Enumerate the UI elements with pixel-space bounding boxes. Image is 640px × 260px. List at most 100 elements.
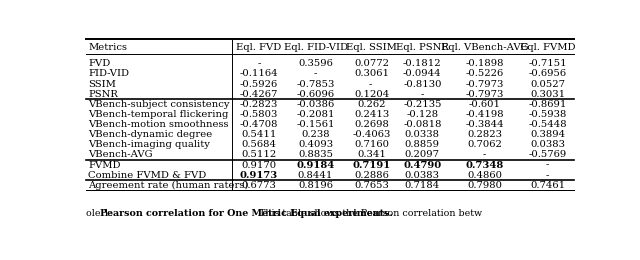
- Text: 0.4093: 0.4093: [298, 140, 333, 149]
- Text: Eql. FVMD: Eql. FVMD: [520, 43, 575, 52]
- Text: 0.7184: 0.7184: [404, 181, 440, 190]
- Text: PSNR: PSNR: [88, 90, 118, 99]
- Text: -: -: [546, 161, 549, 170]
- Text: -0.2135: -0.2135: [403, 100, 442, 109]
- Text: -0.0818: -0.0818: [403, 120, 442, 129]
- Text: 0.9173: 0.9173: [240, 171, 278, 180]
- Text: -0.7973: -0.7973: [465, 90, 504, 99]
- Text: -0.7151: -0.7151: [528, 59, 567, 68]
- Text: 0.238: 0.238: [301, 130, 330, 139]
- Text: 0.2698: 0.2698: [355, 120, 389, 129]
- Text: 0.2886: 0.2886: [355, 171, 389, 180]
- Text: 0.5411: 0.5411: [241, 130, 277, 139]
- Text: FID-VID: FID-VID: [88, 69, 129, 78]
- Text: -0.4267: -0.4267: [240, 90, 278, 99]
- Text: 0.7348: 0.7348: [465, 161, 504, 170]
- Text: 0.4860: 0.4860: [467, 171, 502, 180]
- Text: -: -: [483, 151, 486, 159]
- Text: 0.2097: 0.2097: [405, 151, 440, 159]
- Text: This table shows the Pearson correlation betw: This table shows the Pearson correlation…: [256, 209, 482, 218]
- Text: 0.0338: 0.0338: [405, 130, 440, 139]
- Text: 0.7062: 0.7062: [467, 140, 502, 149]
- Text: 0.7160: 0.7160: [355, 140, 389, 149]
- Text: VBench-temporal flickering: VBench-temporal flickering: [88, 110, 229, 119]
- Text: -0.128: -0.128: [406, 110, 438, 119]
- Text: -0.8130: -0.8130: [403, 80, 442, 88]
- Text: 0.4790: 0.4790: [403, 161, 442, 170]
- Text: -0.0944: -0.0944: [403, 69, 442, 78]
- Text: 0.0383: 0.0383: [405, 171, 440, 180]
- Text: VBench-subject consistency: VBench-subject consistency: [88, 100, 230, 109]
- Text: 0.7980: 0.7980: [467, 181, 502, 190]
- Text: -0.5803: -0.5803: [240, 110, 278, 119]
- Text: -0.2823: -0.2823: [240, 100, 278, 109]
- Text: 0.262: 0.262: [358, 100, 386, 109]
- Text: -0.1164: -0.1164: [240, 69, 278, 78]
- Text: -0.4198: -0.4198: [465, 110, 504, 119]
- Text: 0.2413: 0.2413: [355, 110, 390, 119]
- Text: 0.8441: 0.8441: [298, 171, 333, 180]
- Text: -0.1812: -0.1812: [403, 59, 442, 68]
- Text: -: -: [369, 80, 375, 88]
- Text: Metrics: Metrics: [88, 43, 127, 52]
- Text: -0.2081: -0.2081: [296, 110, 335, 119]
- Text: 0.0527: 0.0527: [530, 80, 565, 88]
- Text: -0.1898: -0.1898: [465, 59, 504, 68]
- Text: 0.9170: 0.9170: [241, 161, 276, 170]
- Text: Eql. PSNR: Eql. PSNR: [396, 43, 449, 52]
- Text: -: -: [420, 90, 424, 99]
- Text: 0.8196: 0.8196: [298, 181, 333, 190]
- Text: -0.5926: -0.5926: [240, 80, 278, 88]
- Text: 0.7653: 0.7653: [355, 181, 389, 190]
- Text: VBench-imaging quality: VBench-imaging quality: [88, 140, 211, 149]
- Text: -: -: [257, 59, 261, 68]
- Text: 0.9184: 0.9184: [296, 161, 335, 170]
- Text: VBench-motion smoothness: VBench-motion smoothness: [88, 120, 229, 129]
- Text: 0.7461: 0.7461: [530, 181, 565, 190]
- Text: 0.8835: 0.8835: [298, 151, 333, 159]
- Text: -0.6956: -0.6956: [529, 69, 566, 78]
- Text: FVD: FVD: [88, 59, 111, 68]
- Text: 0.5684: 0.5684: [242, 140, 276, 149]
- Text: 0.3061: 0.3061: [355, 69, 389, 78]
- Text: -0.601: -0.601: [468, 100, 500, 109]
- Text: VBench-AVG: VBench-AVG: [88, 151, 153, 159]
- Text: -0.5769: -0.5769: [529, 151, 566, 159]
- Text: -0.0386: -0.0386: [296, 100, 335, 109]
- Text: -0.4708: -0.4708: [240, 120, 278, 129]
- Text: -: -: [314, 69, 317, 78]
- Text: Eql. FID-VID: Eql. FID-VID: [284, 43, 348, 52]
- Text: Eql. FVD: Eql. FVD: [237, 43, 282, 52]
- Text: SSIM: SSIM: [88, 80, 116, 88]
- Text: -0.5226: -0.5226: [465, 69, 504, 78]
- Text: 0.5112: 0.5112: [241, 151, 276, 159]
- Text: 0.2823: 0.2823: [467, 130, 502, 139]
- Text: -0.7853: -0.7853: [296, 80, 335, 88]
- Text: 0.0383: 0.0383: [530, 140, 565, 149]
- Text: -0.6096: -0.6096: [296, 90, 335, 99]
- Text: -0.8691: -0.8691: [528, 100, 566, 109]
- Text: 0.6773: 0.6773: [242, 181, 276, 190]
- Text: 0.8859: 0.8859: [405, 140, 440, 149]
- Text: 0.0772: 0.0772: [355, 59, 389, 68]
- Text: VBench-dynamic degree: VBench-dynamic degree: [88, 130, 212, 139]
- Text: -0.4063: -0.4063: [353, 130, 391, 139]
- Text: Eql. VBench-AVG: Eql. VBench-AVG: [440, 43, 528, 52]
- Text: -0.1561: -0.1561: [296, 120, 335, 129]
- Text: 0.7191: 0.7191: [353, 161, 391, 170]
- Text: FVMD: FVMD: [88, 161, 121, 170]
- Text: Combine FVMD & FVD: Combine FVMD & FVD: [88, 171, 207, 180]
- Text: Agreement rate (human raters): Agreement rate (human raters): [88, 181, 249, 190]
- Text: -0.5938: -0.5938: [528, 110, 566, 119]
- Text: 0.341: 0.341: [358, 151, 387, 159]
- Text: 0.3031: 0.3031: [530, 90, 565, 99]
- Text: Eql. SSIM: Eql. SSIM: [346, 43, 397, 52]
- Text: -: -: [546, 171, 549, 180]
- Text: ole 1:: ole 1:: [86, 209, 116, 218]
- Text: 0.3894: 0.3894: [530, 130, 565, 139]
- Text: 0.1204: 0.1204: [355, 90, 390, 99]
- Text: Pearson correlation for One Metric Equal experiments.: Pearson correlation for One Metric Equal…: [100, 209, 393, 218]
- Text: -0.7973: -0.7973: [465, 80, 504, 88]
- Text: 0.3596: 0.3596: [298, 59, 333, 68]
- Text: -0.5448: -0.5448: [528, 120, 567, 129]
